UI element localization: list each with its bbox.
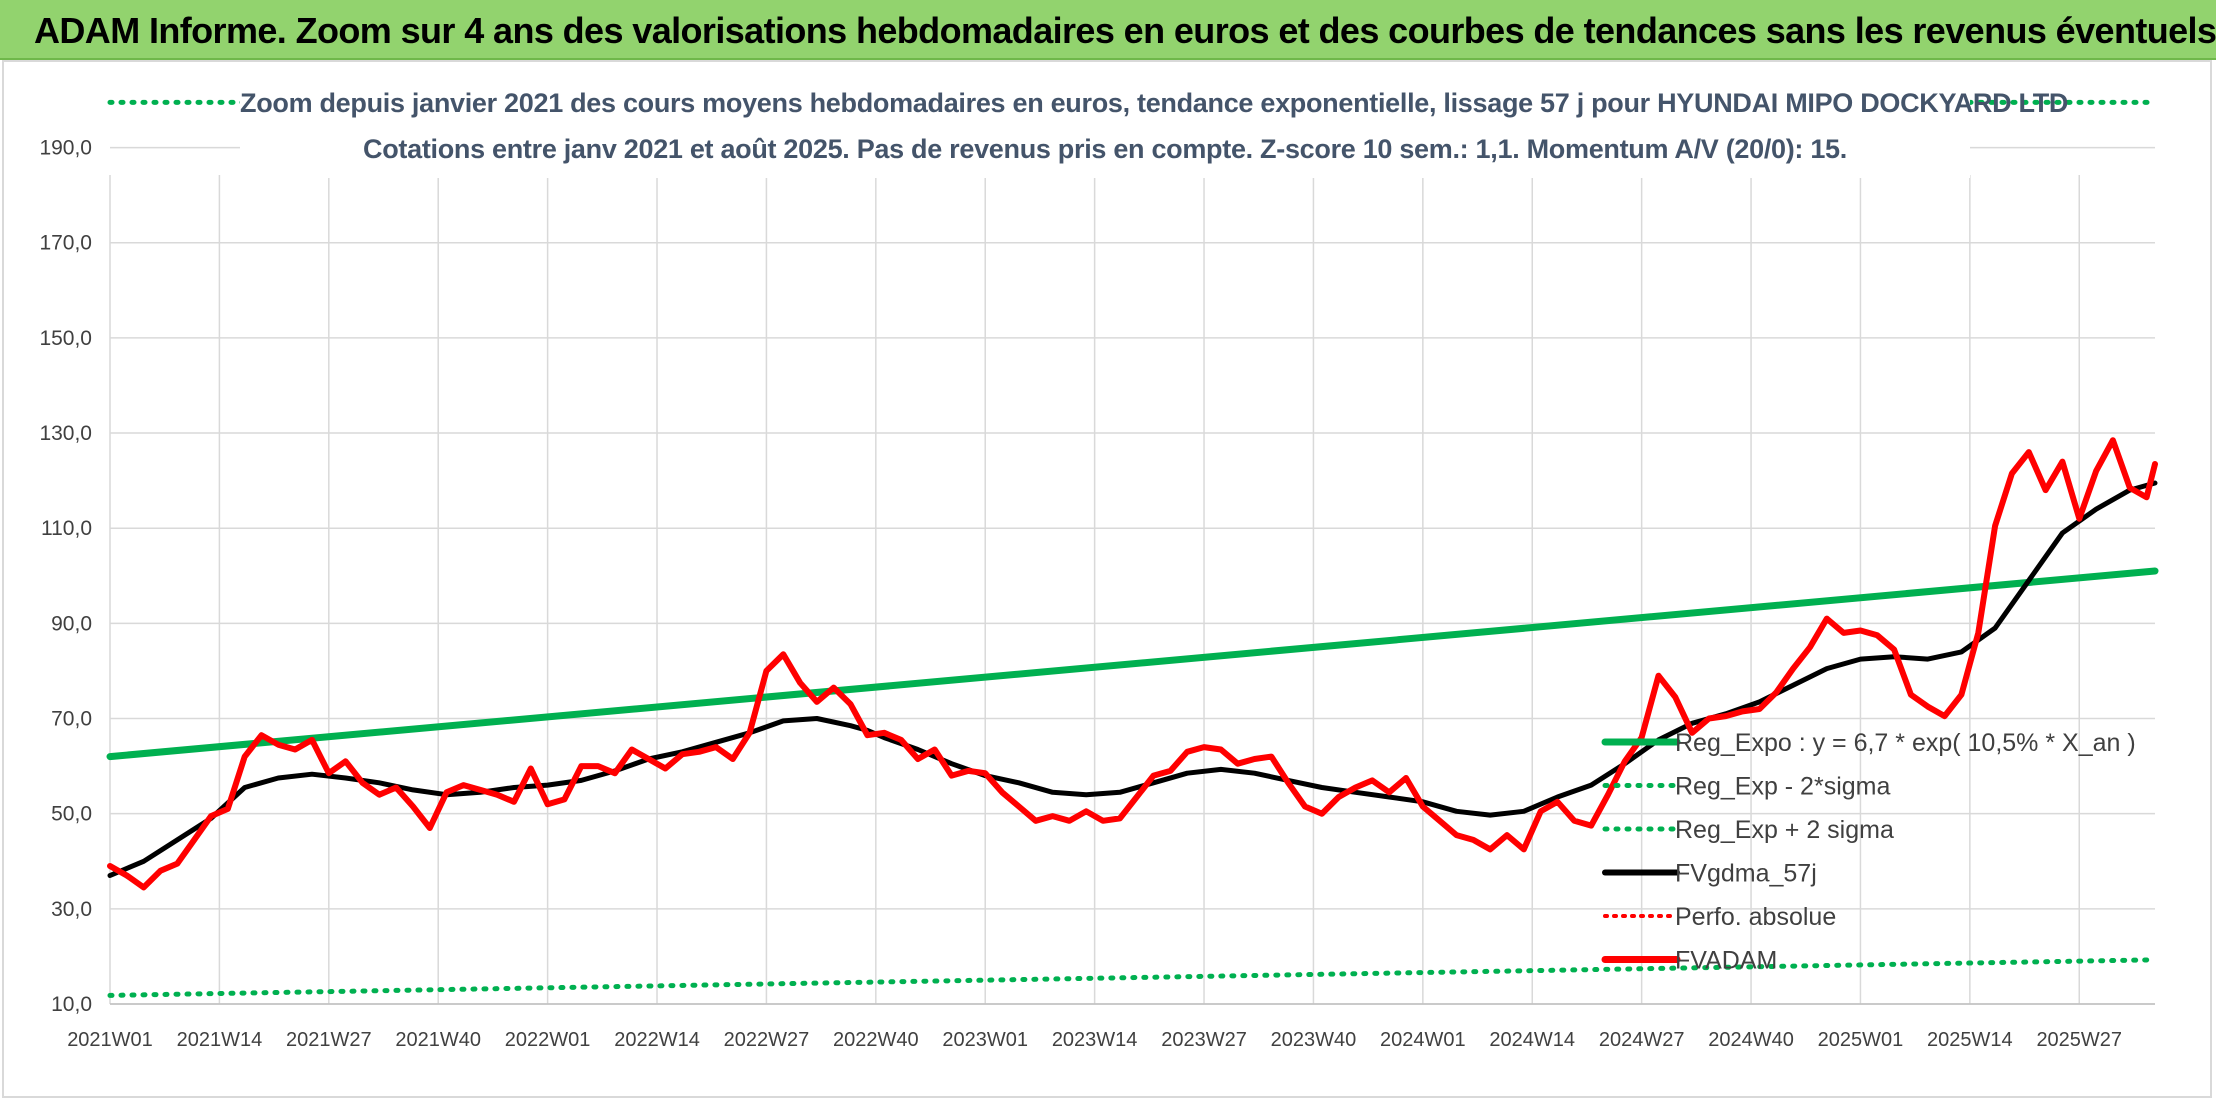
- legend-label-fvgdma: FVgdma_57j: [1675, 860, 1817, 888]
- x-tick-label: 2024W01: [1380, 1029, 1466, 1051]
- x-tick-label: 2021W01: [67, 1029, 153, 1051]
- y-tick-label: 50,0: [51, 803, 92, 826]
- legend-label-perfo: Perfo. absolue: [1675, 903, 1836, 931]
- x-tick-label: 2022W27: [724, 1029, 810, 1051]
- x-tick-label: 2021W40: [395, 1029, 481, 1051]
- y-tick-label: 10,0: [51, 993, 92, 1016]
- chart-frame: [2, 60, 2212, 1098]
- x-tick-label: 2024W27: [1599, 1029, 1685, 1051]
- chart-legend: Reg_Expo : y = 6,7 * exp( 10,5% * X_an )…: [1601, 729, 2136, 975]
- legend-label-reg_expo: Reg_Expo : y = 6,7 * exp( 10,5% * X_an ): [1675, 729, 2136, 757]
- y-tick-label: 130,0: [39, 422, 92, 445]
- x-tick-label: 2025W01: [1818, 1029, 1904, 1051]
- y-tick-label: 170,0: [39, 232, 92, 255]
- y-axis: 10,0 30,0 50,0 70,0 90,0 110,0 130,0 150,0 170,0…: [39, 137, 92, 1016]
- series-fvgdma-57j: [107, 480, 2158, 878]
- legend-label-reg_plus: Reg_Exp + 2 sigma: [1675, 816, 1894, 844]
- chart-subtitle-line1: Zoom depuis janvier 2021 des cours moyen…: [240, 88, 2069, 118]
- series-reg-minus-2sigma: [107, 957, 2158, 998]
- x-tick-label: 2024W14: [1489, 1029, 1575, 1051]
- x-tick-label: 2025W27: [2036, 1029, 2122, 1051]
- report-header: ADAM Informe. Zoom sur 4 ans des valoris…: [0, 0, 2216, 60]
- x-tick-label: 2023W40: [1271, 1029, 1357, 1051]
- x-tick-label: 2021W27: [286, 1029, 372, 1051]
- chart-subtitle-box: Zoom depuis janvier 2021 des cours moyen…: [240, 78, 2069, 178]
- x-tick-label: 2023W27: [1161, 1029, 1247, 1051]
- y-tick-label: 30,0: [51, 898, 92, 921]
- y-tick-label: 150,0: [39, 327, 92, 350]
- y-tick-label: 70,0: [51, 708, 92, 731]
- chart-grid: [109, 146, 2155, 1005]
- x-tick-label: 2023W14: [1052, 1029, 1138, 1051]
- x-tick-label: 2024W40: [1708, 1029, 1794, 1051]
- chart-series: [106, 99, 2159, 998]
- x-axis: 2021W01 2021W14 2021W27 2021W40 2022W01 2022W…: [67, 1029, 2122, 1051]
- y-tick-label: 90,0: [51, 612, 92, 635]
- x-tick-label: 2021W14: [177, 1029, 263, 1051]
- series-fvadam: [107, 437, 2158, 891]
- x-tick-label: 2022W40: [833, 1029, 919, 1051]
- y-tick-label: 110,0: [41, 517, 92, 540]
- report-title: ADAM Informe. Zoom sur 4 ans des valoris…: [34, 10, 2216, 51]
- x-tick-label: 2023W01: [942, 1029, 1028, 1051]
- legend-label-reg_minus: Reg_Exp - 2*sigma: [1675, 773, 1890, 801]
- x-tick-label: 2025W14: [1927, 1029, 2013, 1051]
- x-tick-label: 2022W14: [614, 1029, 700, 1051]
- x-tick-label: 2022W01: [505, 1029, 591, 1051]
- y-tick-label: 190,0: [39, 137, 92, 160]
- chart-subtitle-line2: Cotations entre janv 2021 et août 2025. …: [363, 134, 1847, 164]
- series-reg-expo: [106, 567, 2159, 761]
- legend-label-fvadam: FVADAM: [1675, 947, 1777, 975]
